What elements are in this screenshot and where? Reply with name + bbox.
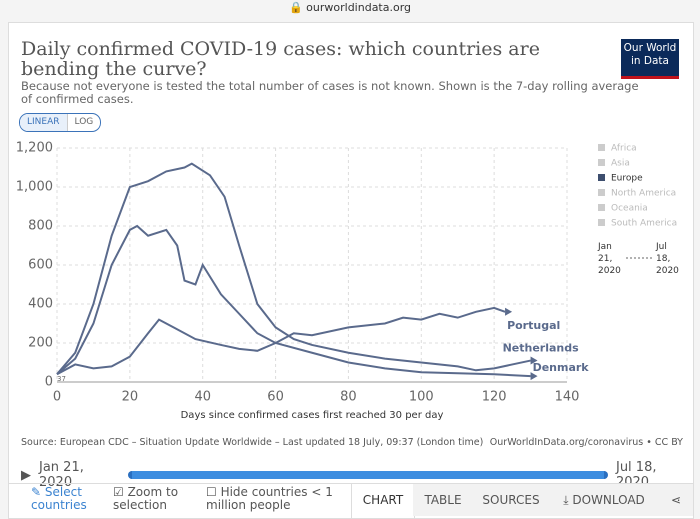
timeline-start: Jan 21, 2020 [39,460,84,490]
linear-button[interactable]: LINEAR [20,114,67,131]
legend-swatch [598,174,605,181]
x-tick-label: 0 [53,390,61,405]
hide-label: Hide countries < 1 million people [206,485,333,512]
legend-label: South America [611,219,677,229]
play-button[interactable]: ▶ [21,467,31,483]
tab-chart[interactable]: CHART [351,484,415,518]
tab-sources[interactable]: SOURCES [473,484,549,516]
legend-swatch [598,189,605,196]
legend-swatch [598,204,605,211]
zoom-label: Zoom to selection [113,485,179,512]
legend-label: Africa [611,144,637,154]
series-label: Denmark [533,361,590,374]
legend-range-label: Jan 21, 2020 [597,242,621,276]
end-arrow [530,372,538,381]
legend-label: Asia [611,159,630,169]
zoom-toggle[interactable]: ☑ Zoom to selection [113,485,179,512]
series-label: Portugal [507,319,560,332]
source[interactable]: Source: European CDC – Situation Update … [21,437,484,448]
x-tick-label: 140 [555,390,580,405]
chart: 0 200 400 600 800 1,000 1,200 0 20 40 60 80 100 120 14… [16,141,679,421]
series-line [56,224,531,378]
x-tick-label: 120 [482,390,507,405]
select-countries[interactable]: ✎ Select countries [31,485,87,512]
legend-swatch [598,159,605,166]
scale-toggle: LINEAR LOG [19,113,102,132]
url-bar: 🔒 ourworldindata.org [288,1,412,14]
x-tick-label: 100 [409,390,434,405]
end-arrow [505,307,513,316]
legend-swatch [598,219,605,226]
y-tick-label: 600 [28,258,53,273]
y-tick-label: 1,000 [16,180,53,195]
origin-note: 37 [57,375,66,383]
tab-table[interactable]: TABLE [413,484,473,516]
legend-label: North America [611,189,676,199]
x-tick-label: 40 [194,390,211,405]
hide-toggle[interactable]: ☐ Hide countries < 1 million people [206,485,333,512]
select-label: Select countries [31,485,87,512]
url[interactable]: ourworldindata.org [306,1,412,14]
series-label: Netherlands [503,342,580,355]
chart-title: Daily confirmed COVID-19 cases: which co… [21,38,540,80]
logo[interactable]: Our World in Data [621,39,679,79]
tab-bar: ✎ Select countries ☑ Zoom to selection ☐… [9,483,693,518]
x-tick-label: 60 [267,390,284,405]
card: Daily confirmed COVID-19 cases: which co… [8,22,694,519]
y-tick-label: 400 [28,297,53,312]
download-label: DOWNLOAD [572,493,645,507]
tab-download[interactable]: ⤓ DOWNLOAD [549,484,659,516]
legend-swatch [598,144,605,151]
share-button[interactable]: ⋖ [659,484,693,516]
y-tick-label: 800 [28,219,53,234]
x-axis-label: Days since confirmed cases first reached… [181,410,444,420]
series-line [56,162,531,375]
y-tick-label: 1,200 [16,141,53,156]
series-line [56,306,506,376]
subtitle: Because not everyone is tested the total… [21,79,639,106]
end-arrow [530,356,538,365]
legend-label: Europe [611,174,643,184]
log-button[interactable]: LOG [66,114,101,131]
x-tick-label: 20 [122,390,139,405]
timeline-slider[interactable] [128,471,608,479]
y-tick-label: 0 [45,375,53,390]
credit[interactable]: OurWorldInData.org/coronavirus • CC BY [489,437,683,448]
legend-label: Oceania [611,204,648,214]
y-tick-label: 200 [28,336,53,351]
legend-range-label: Jul 18, 2020 [655,242,679,276]
x-tick-label: 80 [340,390,357,405]
